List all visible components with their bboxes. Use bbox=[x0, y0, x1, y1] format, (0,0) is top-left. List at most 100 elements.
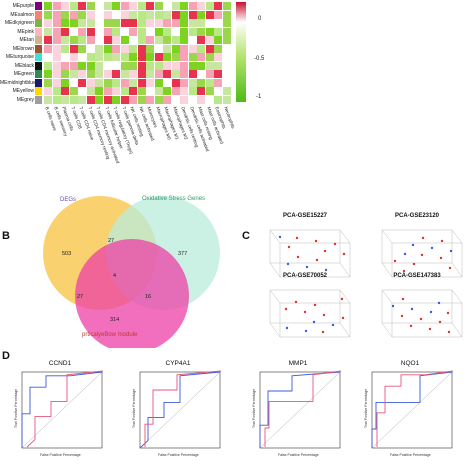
roc-y-label: True Positive Percentage bbox=[364, 388, 368, 428]
heatmap-cell bbox=[129, 87, 137, 95]
heatmap-cell bbox=[69, 87, 78, 95]
heatmap-cell bbox=[120, 10, 129, 19]
roc-x-label: False Positive Percentage bbox=[390, 453, 431, 457]
heatmap-cell bbox=[222, 27, 231, 36]
venn-count-module-only: 314 bbox=[110, 317, 120, 323]
heatmap-cell bbox=[112, 61, 120, 70]
heatmap-cell bbox=[171, 36, 180, 44]
roc-title: NQO1 bbox=[400, 360, 420, 367]
heatmap-cell bbox=[197, 61, 205, 70]
heatmap-cell bbox=[188, 95, 197, 104]
pca-sample-point bbox=[324, 268, 328, 272]
heatmap-cell bbox=[112, 19, 120, 27]
heatmap-cell bbox=[163, 44, 171, 53]
heatmap-cell bbox=[103, 87, 112, 95]
pca-title: PCA-GSE70052 bbox=[282, 273, 328, 279]
heatmap-cell bbox=[103, 78, 112, 87]
heatmap-cell bbox=[197, 2, 205, 10]
roc-x-label: False Positive Percentage bbox=[40, 453, 81, 457]
pca-sample-point bbox=[323, 249, 327, 253]
roc-y-label: True Positive Percentage bbox=[14, 388, 18, 428]
heatmap-cell bbox=[205, 36, 214, 44]
heatmap-row-label: MEyellow bbox=[12, 88, 34, 94]
venn-label-oxidative: Oxidative Stress Genes bbox=[142, 196, 206, 202]
heatmap-cell bbox=[154, 95, 163, 104]
heatmap-row-swatch bbox=[35, 19, 42, 27]
heatmap-cell bbox=[137, 61, 146, 70]
heatmap-cell bbox=[86, 44, 95, 53]
heatmap-row-swatch bbox=[35, 36, 42, 44]
heatmap-row-label: MEblack bbox=[14, 62, 34, 69]
pca-sample-point bbox=[446, 311, 450, 315]
heatmap-cell bbox=[188, 87, 197, 95]
heatmap-cell bbox=[78, 44, 86, 53]
heatmap-cell bbox=[86, 10, 95, 19]
heatmap-cell bbox=[188, 36, 197, 44]
heatmap-cell bbox=[86, 95, 95, 104]
heatmap-cell bbox=[180, 44, 188, 53]
pca-sample-point bbox=[429, 310, 433, 314]
venn-count-all: 4 bbox=[113, 273, 117, 279]
pca-sample-point bbox=[286, 262, 290, 266]
heatmap-cell bbox=[86, 53, 95, 61]
heatmap-cell bbox=[137, 70, 146, 78]
heatmap-cell bbox=[112, 53, 120, 61]
roc-plot bbox=[371, 370, 454, 449]
roc-diagonal bbox=[139, 371, 221, 449]
heatmap-cell bbox=[78, 53, 86, 61]
heatmap-cell bbox=[78, 61, 86, 70]
pca-sample-point bbox=[412, 262, 416, 266]
pca-box-edge bbox=[381, 322, 393, 338]
pca-scatter-plot bbox=[381, 289, 463, 338]
heatmap-cell bbox=[78, 2, 86, 10]
heatmap-cell bbox=[61, 2, 69, 10]
heatmap-cell bbox=[205, 78, 214, 87]
heatmap-cell bbox=[95, 44, 103, 53]
heatmap-cell bbox=[137, 87, 146, 95]
roc-frame bbox=[21, 371, 103, 449]
roc-x-label: False Positive Percentage bbox=[158, 453, 199, 457]
venn-count-degs-only: 503 bbox=[62, 251, 72, 257]
heatmap-cell bbox=[69, 70, 78, 78]
heatmap-cell bbox=[69, 61, 78, 70]
pca-panels: PCA-GSE15227 PCA-GSE23120 PCA-GSE70052 PCA-… bbox=[250, 213, 474, 350]
heatmap-cell bbox=[146, 61, 154, 70]
heatmap-cell bbox=[222, 53, 231, 61]
pca-box-edge bbox=[269, 229, 281, 244]
roc-curve bbox=[139, 371, 221, 449]
pca-scatter-plot bbox=[381, 229, 463, 278]
venn-count-oxidative-module: 16 bbox=[145, 294, 152, 300]
heatmap-cell bbox=[129, 70, 137, 78]
heatmap-cell bbox=[205, 70, 214, 78]
venn-circle-module bbox=[75, 239, 189, 348]
heatmap-cell bbox=[214, 78, 222, 87]
roc-curve bbox=[144, 370, 222, 447]
heatmap-row-label: MEmidnightblue bbox=[0, 79, 36, 86]
pca-sample-point bbox=[285, 326, 289, 330]
heatmap-cell bbox=[222, 10, 231, 19]
roc-plot bbox=[259, 370, 342, 449]
heatmap-cell bbox=[163, 95, 171, 104]
venn-label-module: prticalyeBow module bbox=[82, 332, 138, 338]
heatmap-cell bbox=[61, 87, 69, 95]
pca-scatter-plot bbox=[269, 289, 351, 338]
heatmap-cell bbox=[86, 36, 95, 44]
heatmap-cell bbox=[103, 70, 112, 78]
pca-sample-point bbox=[421, 236, 425, 240]
heatmap-cell bbox=[171, 10, 180, 19]
heatmap-cell bbox=[44, 78, 52, 87]
heatmap-cell bbox=[44, 95, 52, 104]
heatmap-cell bbox=[61, 44, 69, 53]
roc-y-label: True Positive Percentage bbox=[252, 388, 256, 428]
pca-sample-point bbox=[322, 313, 326, 317]
heatmap-cell bbox=[112, 78, 120, 87]
roc-panels: CCND1 False Positive Percentage True Posit… bbox=[0, 358, 474, 474]
roc-title: CCND1 bbox=[48, 360, 72, 367]
heatmap-cell bbox=[163, 70, 171, 78]
panel-letter-c: C bbox=[242, 230, 250, 242]
heatmap-cell bbox=[146, 87, 154, 95]
heatmap-row-swatch bbox=[35, 78, 42, 87]
pca-sample-point bbox=[448, 266, 452, 270]
pca-box-edge bbox=[451, 262, 463, 278]
heatmap-cell bbox=[222, 87, 231, 95]
